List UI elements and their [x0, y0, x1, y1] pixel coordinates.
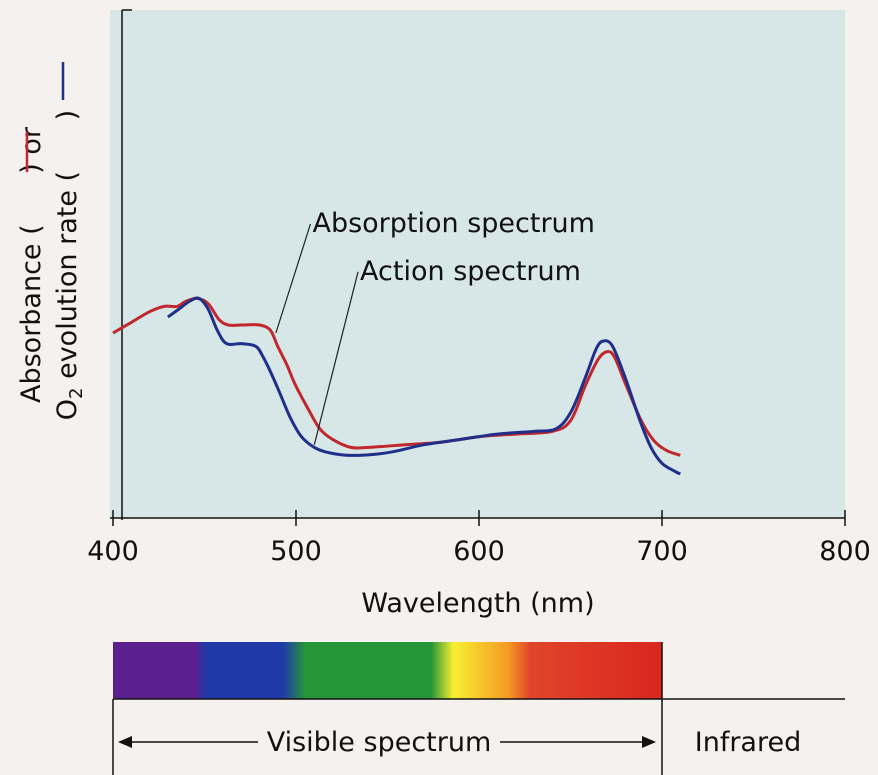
x-tick-label-600: 600	[453, 536, 505, 567]
x-tick-label-700: 700	[636, 536, 688, 567]
plot-area	[110, 10, 845, 518]
series-layer	[112, 296, 682, 476]
annotation-layer: Absorption spectrum Action spectrum	[275, 208, 595, 445]
y-title-line2-prefix: O	[52, 399, 83, 420]
series-line-action	[167, 296, 682, 476]
annotation-label-0: Absorption spectrum	[312, 208, 594, 239]
visible-spectrum-label: Visible spectrum	[267, 727, 492, 758]
x-tick-label-500: 500	[270, 536, 322, 567]
arrowhead-right	[642, 736, 656, 748]
y-title-line2-after: )	[52, 110, 83, 121]
svg-text:O2 evolution rate ( ): O2 evolution rate ( )	[52, 110, 87, 420]
y-title-line2-middle: evolution rate (	[52, 171, 83, 388]
annotation-leader-1	[313, 271, 359, 445]
x-ticks: 400 500 600 700 800	[87, 510, 871, 567]
y-title-line1-before: Absorbance (	[16, 224, 47, 403]
y-title-line2-sub: 2	[66, 388, 87, 399]
visible-spectrum-bar	[113, 642, 662, 699]
annotation-label-1: Action spectrum	[360, 256, 581, 287]
y-title-line1-after: ) or	[16, 126, 47, 174]
y-axis-title: Absorbance ( ) or O2 evolution rate ( )	[16, 110, 87, 420]
x-axis-title: Wavelength (nm)	[361, 588, 594, 619]
arrowhead-left	[118, 736, 132, 748]
x-tick-label-800: 800	[819, 536, 871, 567]
svg-text:Absorbance ( ) or: Absorbance ( ) or	[16, 126, 47, 403]
x-tick-label-400: 400	[87, 536, 139, 567]
annotation-leader-0	[275, 223, 312, 334]
infrared-label: Infrared	[695, 727, 801, 758]
